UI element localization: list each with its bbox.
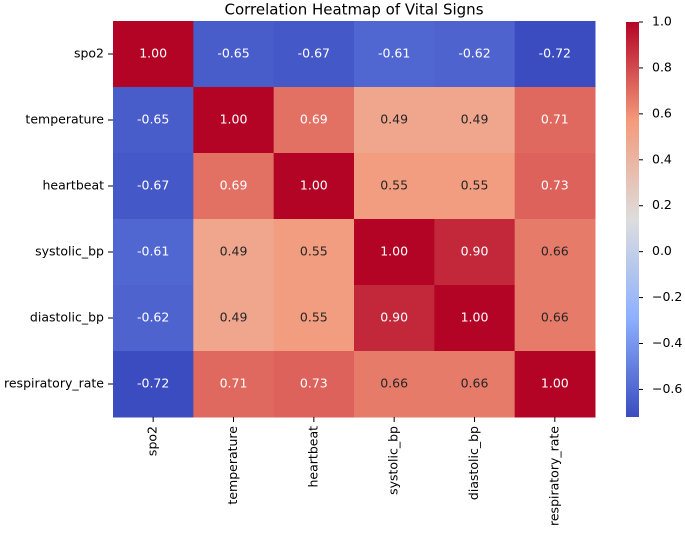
heatmap-cell: [514, 285, 596, 352]
heatmap-cell: [434, 219, 516, 286]
colorbar-tick-label: −0.4: [652, 335, 682, 350]
cell-label: 0.66: [380, 376, 408, 391]
heatmap-cell: [193, 153, 275, 220]
heatmap-cell: [434, 153, 516, 220]
chart-title: Correlation Heatmap of Vital Signs: [224, 1, 483, 19]
colorbar-tick-label: 0.2: [652, 197, 672, 212]
colorbar: [626, 22, 639, 417]
heatmap-cell: [434, 87, 516, 154]
cell-label: -0.61: [378, 46, 410, 61]
heatmap-cell: [273, 21, 355, 88]
heatmap-cell: [354, 285, 435, 352]
cell-label: -0.61: [137, 244, 169, 259]
y-tick-label: spo2: [74, 46, 104, 61]
colorbar-tick-label: −0.2: [652, 289, 682, 304]
cell-label: 0.69: [300, 112, 328, 127]
cell-label: -0.65: [137, 112, 169, 127]
cell-label: 1.00: [300, 178, 328, 193]
x-tick-label: temperature: [225, 426, 240, 505]
cell-label: 0.66: [541, 244, 569, 259]
heatmap-cell: [354, 21, 435, 88]
heatmap-cell: [113, 21, 194, 88]
cell-label: 1.00: [380, 244, 408, 259]
cell-label: -0.72: [137, 376, 169, 391]
cell-label: 1.00: [461, 310, 489, 325]
heatmap-cell: [193, 351, 275, 418]
heatmap-cell: [514, 219, 596, 286]
cell-label: -0.65: [217, 46, 249, 61]
y-tick-label: heartbeat: [43, 178, 105, 193]
cell-label: 1.00: [541, 376, 569, 391]
heatmap-cell: [273, 219, 355, 286]
heatmap-cell: [354, 351, 435, 418]
heatmap-cell: [193, 285, 275, 352]
heatmap-cell: [434, 21, 516, 88]
cell-label: 0.90: [461, 244, 489, 259]
colorbar-tick-label: 1.0: [652, 14, 672, 29]
cell-label: 0.55: [300, 244, 328, 259]
heatmap-cell: [113, 285, 194, 352]
y-tick-label: respiratory_rate: [4, 376, 104, 391]
x-tick-label: systolic_bp: [386, 426, 401, 495]
heatmap-cell: [113, 219, 194, 286]
cell-label: 0.90: [380, 310, 408, 325]
cell-label: 0.49: [220, 310, 248, 325]
cell-label: 0.71: [220, 376, 248, 391]
cell-label: 0.73: [300, 376, 328, 391]
cell-label: 1.00: [139, 46, 167, 61]
cell-label: 0.55: [461, 178, 489, 193]
cell-label: -0.67: [298, 46, 330, 61]
heatmap-cell: [193, 87, 275, 154]
heatmap-cell: [193, 21, 275, 88]
colorbar-tick-label: 0.8: [652, 59, 672, 74]
y-tick-label: temperature: [25, 112, 104, 127]
heatmap-cell: [113, 87, 194, 154]
heatmap-cell: [193, 219, 275, 286]
cell-label: 0.71: [541, 112, 569, 127]
heatmap-cell: [434, 351, 516, 418]
x-tick-label: spo2: [145, 426, 160, 456]
cell-label: -0.62: [458, 46, 490, 61]
heatmap-cell: [514, 153, 596, 220]
heatmap-cell: [434, 285, 516, 352]
cell-label: -0.67: [137, 178, 169, 193]
heatmap-cell: [273, 285, 355, 352]
cell-label: 0.69: [220, 178, 248, 193]
heatmap-cell: [113, 351, 194, 418]
cell-label: 0.49: [220, 244, 248, 259]
heatmap-cell: [514, 21, 596, 88]
cell-label: 0.55: [380, 178, 408, 193]
heatmap-cell: [354, 153, 435, 220]
x-tick-label: respiratory_rate: [546, 426, 561, 526]
cell-label: 0.55: [300, 310, 328, 325]
heatmap-cell: [113, 153, 194, 220]
colorbar-tick-label: 0.4: [652, 151, 672, 166]
heatmap-cell: [273, 351, 355, 418]
x-tick-label: heartbeat: [305, 426, 320, 488]
colorbar-tick-label: −0.6: [652, 381, 682, 396]
cell-label: 0.66: [461, 376, 489, 391]
heatmap-cell: [354, 219, 435, 286]
heatmap-cell: [273, 87, 355, 154]
cell-label: 0.73: [541, 178, 569, 193]
cell-label: 0.66: [541, 310, 569, 325]
heatmap-cell: [273, 153, 355, 220]
cell-label: 0.49: [380, 112, 408, 127]
x-tick-label: diastolic_bp: [466, 426, 481, 500]
heatmap-cell: [514, 87, 596, 154]
y-tick-label: diastolic_bp: [30, 310, 104, 325]
colorbar-tick-label: 0.6: [652, 105, 672, 120]
cell-label: 0.49: [461, 112, 489, 127]
heatmap-cell: [514, 351, 596, 418]
colorbar-tick-label: 0.0: [652, 243, 672, 258]
cell-label: 1.00: [220, 112, 248, 127]
heatmap-cell: [354, 87, 435, 154]
cell-label: -0.62: [137, 310, 169, 325]
y-tick-label: systolic_bp: [35, 244, 104, 259]
cell-label: -0.72: [539, 46, 571, 61]
